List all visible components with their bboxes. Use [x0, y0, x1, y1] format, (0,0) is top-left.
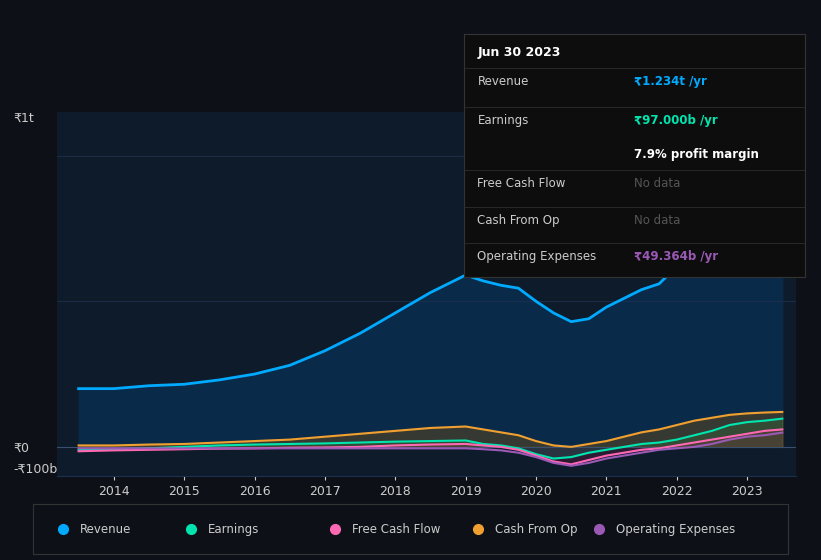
Text: Free Cash Flow: Free Cash Flow: [478, 178, 566, 190]
Text: ₹1.234t /yr: ₹1.234t /yr: [635, 75, 707, 88]
Text: ₹0: ₹0: [13, 442, 29, 455]
Text: Revenue: Revenue: [80, 522, 131, 536]
Text: No data: No data: [635, 178, 681, 190]
Text: Earnings: Earnings: [478, 114, 529, 127]
Text: -₹100b: -₹100b: [13, 463, 57, 476]
Text: ₹1t: ₹1t: [13, 112, 34, 125]
Text: No data: No data: [635, 214, 681, 227]
Text: Earnings: Earnings: [208, 522, 259, 536]
Text: 7.9% profit margin: 7.9% profit margin: [635, 148, 759, 161]
Text: Free Cash Flow: Free Cash Flow: [351, 522, 440, 536]
Text: Cash From Op: Cash From Op: [495, 522, 578, 536]
Text: Jun 30 2023: Jun 30 2023: [478, 46, 561, 59]
Text: ₹97.000b /yr: ₹97.000b /yr: [635, 114, 718, 127]
Text: Operating Expenses: Operating Expenses: [616, 522, 735, 536]
Text: Operating Expenses: Operating Expenses: [478, 250, 597, 263]
Text: Cash From Op: Cash From Op: [478, 214, 560, 227]
Text: ₹49.364b /yr: ₹49.364b /yr: [635, 250, 718, 263]
Text: Revenue: Revenue: [478, 75, 529, 88]
